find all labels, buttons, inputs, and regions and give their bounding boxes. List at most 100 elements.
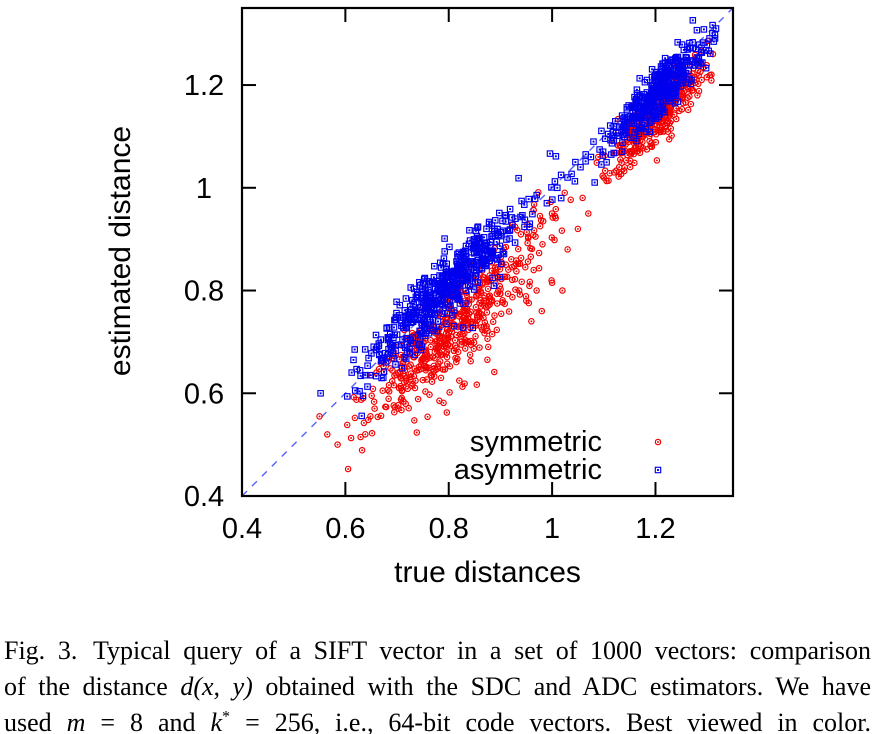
- point-asymmetric: [515, 174, 522, 182]
- caption-segment: obtained with the SDC and ADC estimators…: [252, 672, 871, 701]
- caption-segment: = 256, i.e., 64-bit code vectors. Best v…: [230, 708, 871, 734]
- point-asymmetric: [358, 412, 365, 420]
- point-symmetric: [533, 287, 540, 294]
- point-symmetric: [424, 413, 431, 421]
- caption-segment: = 8 and: [85, 708, 211, 734]
- point-symmetric: [344, 465, 352, 473]
- point-asymmetric: [564, 174, 571, 181]
- caption-line-3: used m = 8 and k* = 256, i.e., 64-bit co…: [4, 705, 871, 734]
- point-symmetric: [476, 344, 483, 351]
- point-asymmetric: [511, 239, 519, 246]
- caption-segment: of the distance: [4, 672, 181, 701]
- point-asymmetric: [598, 127, 605, 135]
- point-symmetric: [369, 385, 377, 393]
- point-asymmetric: [552, 153, 560, 160]
- scatter-plot: 0.4 0.6 0.8 1 1.2 0.4 0.6 0.8 1 1.2: [184, 6, 735, 545]
- point-symmetric: [567, 196, 574, 204]
- point-symmetric: [411, 417, 418, 424]
- point-symmetric: [559, 287, 566, 294]
- caption-segment: m: [66, 708, 86, 734]
- point-symmetric: [484, 343, 492, 351]
- point-asymmetric: [402, 295, 410, 302]
- point-asymmetric: [551, 178, 559, 185]
- point-symmetric: [491, 312, 498, 319]
- point-symmetric: [374, 413, 381, 421]
- point-symmetric: [334, 441, 341, 448]
- y-tick-label: 1.2: [184, 70, 224, 102]
- series-asymmetric: [317, 17, 720, 420]
- point-symmetric: [324, 431, 331, 438]
- x-tick-label: 0.6: [325, 513, 365, 545]
- point-symmetric: [368, 429, 376, 437]
- point-symmetric: [428, 378, 436, 385]
- point-symmetric: [405, 404, 412, 412]
- x-tick-label: 1: [544, 513, 560, 545]
- point-asymmetric: [466, 227, 473, 234]
- point-symmetric: [536, 222, 544, 230]
- point-symmetric: [539, 241, 546, 248]
- point-asymmetric: [492, 217, 499, 224]
- point-symmetric: [443, 409, 451, 416]
- point-symmetric: [558, 227, 566, 234]
- y-axis-title: estimated distance: [104, 125, 137, 377]
- point-asymmetric: [407, 284, 414, 291]
- point-symmetric: [377, 412, 385, 420]
- point-symmetric: [437, 374, 445, 382]
- caption-segment: Typical query of a SIFT vector in a set …: [92, 636, 872, 665]
- point-symmetric: [427, 343, 434, 351]
- point-symmetric: [453, 331, 460, 339]
- point-symmetric: [456, 377, 463, 384]
- point-asymmetric: [496, 209, 503, 217]
- point-symmetric: [512, 286, 519, 293]
- point-symmetric: [472, 333, 479, 340]
- point-symmetric: [686, 93, 693, 100]
- point-symmetric: [528, 318, 535, 325]
- point-asymmetric: [591, 179, 598, 186]
- point-asymmetric: [693, 26, 701, 34]
- point-symmetric: [484, 335, 491, 343]
- point-asymmetric: [525, 195, 532, 203]
- point-asymmetric: [441, 235, 448, 242]
- point-symmetric: [585, 210, 592, 217]
- y-tick-label: 1: [196, 173, 212, 205]
- point-symmetric: [343, 421, 351, 429]
- point-asymmetric: [361, 346, 369, 353]
- point-asymmetric: [709, 21, 716, 29]
- caption-segment: k: [210, 708, 223, 734]
- point-asymmetric: [689, 17, 697, 24]
- y-tick-label: 0.4: [184, 481, 224, 513]
- point-asymmetric: [633, 86, 641, 93]
- point-symmetric: [687, 100, 695, 108]
- point-symmetric: [362, 431, 369, 438]
- point-asymmetric: [531, 195, 539, 203]
- point-asymmetric: [603, 159, 610, 166]
- point-symmetric: [618, 159, 625, 167]
- point-symmetric: [493, 326, 501, 334]
- legend-asymmetric-label: asymmetric: [453, 454, 602, 486]
- y-tick-label: 0.8: [184, 276, 224, 308]
- point-symmetric: [358, 446, 366, 454]
- point-symmetric: [579, 194, 586, 202]
- point-symmetric: [493, 300, 501, 307]
- point-symmetric: [617, 156, 624, 163]
- point-symmetric: [504, 290, 512, 298]
- point-symmetric: [530, 266, 537, 274]
- point-asymmetric: [554, 184, 561, 192]
- point-symmetric: [472, 303, 480, 311]
- point-asymmetric: [344, 393, 351, 400]
- point-symmetric: [524, 258, 532, 265]
- point-symmetric: [535, 264, 543, 272]
- point-symmetric: [414, 395, 422, 403]
- point-symmetric: [470, 345, 478, 352]
- x-tick-label: 1.2: [635, 513, 675, 545]
- point-asymmetric: [546, 150, 554, 157]
- point-asymmetric: [506, 205, 514, 213]
- point-asymmetric: [557, 194, 565, 202]
- point-symmetric: [370, 398, 378, 405]
- point-asymmetric: [364, 383, 371, 390]
- point-symmetric: [522, 263, 529, 271]
- caption-segment: Fig. 3.: [4, 636, 78, 665]
- point-asymmetric: [431, 262, 438, 270]
- point-symmetric: [514, 245, 522, 253]
- point-symmetric: [347, 434, 355, 442]
